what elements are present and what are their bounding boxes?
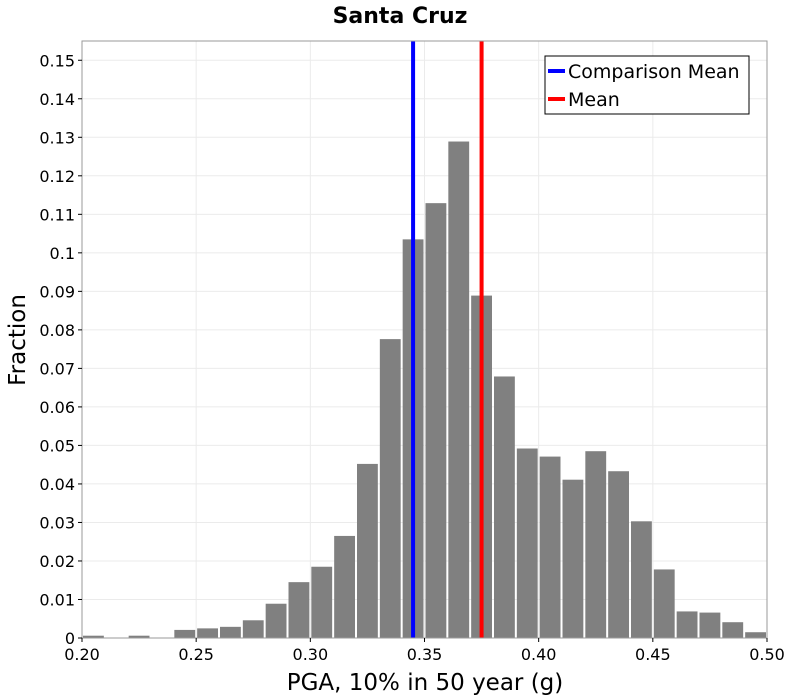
histogram-bar bbox=[379, 339, 401, 638]
histogram-bar bbox=[311, 566, 333, 638]
legend-label: Mean bbox=[568, 89, 620, 111]
legend-box bbox=[544, 55, 750, 115]
x-tick-label: 0.25 bbox=[178, 645, 214, 664]
histogram-bar bbox=[220, 626, 241, 638]
histogram-bar bbox=[631, 521, 652, 638]
histogram-bar bbox=[562, 479, 584, 638]
y-tick-label: 0.11 bbox=[39, 205, 75, 224]
y-tick-label: 0.13 bbox=[39, 128, 75, 147]
y-tick-label: 0 bbox=[65, 629, 75, 648]
histogram-bar bbox=[357, 463, 378, 638]
x-tick-label: 0.50 bbox=[749, 645, 785, 664]
y-tick-label: 0.02 bbox=[39, 552, 75, 571]
grid-layer bbox=[81, 41, 768, 639]
histogram-bar bbox=[699, 612, 721, 638]
y-tick-label: 0.09 bbox=[39, 282, 75, 301]
histogram-bar bbox=[128, 635, 150, 638]
y-tick-label: 0.03 bbox=[39, 513, 75, 532]
histogram-bar bbox=[242, 620, 264, 638]
histogram-bar bbox=[653, 569, 675, 638]
x-tick-label: 0.35 bbox=[407, 645, 443, 664]
histogram-bar bbox=[288, 582, 310, 638]
x-axis-ticks: 0.20 0.25 0.30 0.35 0.40 0.45 0.50 bbox=[64, 638, 785, 664]
y-tick-label: 0.08 bbox=[39, 321, 75, 340]
x-tick-label: 0.20 bbox=[64, 645, 100, 664]
bar-layer bbox=[83, 141, 766, 639]
histogram-bar bbox=[197, 628, 218, 638]
y-axis-label: Fraction bbox=[5, 294, 31, 386]
histogram-bar bbox=[539, 456, 561, 638]
histogram-bar bbox=[745, 632, 766, 638]
legend: Comparison Mean Mean bbox=[544, 55, 750, 115]
x-tick-label: 0.45 bbox=[635, 645, 671, 664]
y-tick-label: 0.01 bbox=[39, 590, 75, 609]
chart-title: Santa Cruz bbox=[333, 4, 468, 29]
legend-label: Comparison Mean bbox=[568, 61, 740, 83]
y-tick-label: 0.12 bbox=[39, 167, 75, 186]
histogram-bar bbox=[425, 203, 447, 639]
y-tick-label: 0.1 bbox=[50, 244, 75, 263]
y-axis-ticks: 0 0.01 0.02 0.03 0.04 0.05 0.06 0.07 0.08 0.09 0.1… bbox=[39, 51, 82, 648]
y-tick-label: 0.07 bbox=[39, 359, 75, 378]
histogram-bar bbox=[265, 603, 287, 638]
histogram-bar bbox=[676, 611, 698, 638]
histogram-bar bbox=[448, 141, 470, 638]
histogram-bar bbox=[334, 535, 355, 638]
y-tick-label: 0.05 bbox=[39, 436, 75, 455]
y-tick-label: 0.06 bbox=[39, 398, 75, 417]
x-axis-label: PGA, 10% in 50 year (g) bbox=[287, 670, 564, 696]
histogram-bar bbox=[174, 629, 196, 638]
y-tick-label: 0.15 bbox=[39, 51, 75, 70]
histogram-bar bbox=[722, 622, 744, 638]
y-tick-label: 0.04 bbox=[39, 475, 75, 494]
histogram-bar bbox=[585, 451, 607, 638]
x-tick-label: 0.30 bbox=[293, 645, 329, 664]
histogram-bar bbox=[83, 635, 104, 638]
histogram-bar bbox=[516, 448, 538, 638]
x-tick-label: 0.40 bbox=[521, 645, 557, 664]
mean-line-layer bbox=[411, 41, 484, 638]
histogram-bar bbox=[608, 471, 629, 638]
y-tick-label: 0.14 bbox=[39, 90, 75, 109]
histogram-bar bbox=[494, 376, 515, 638]
